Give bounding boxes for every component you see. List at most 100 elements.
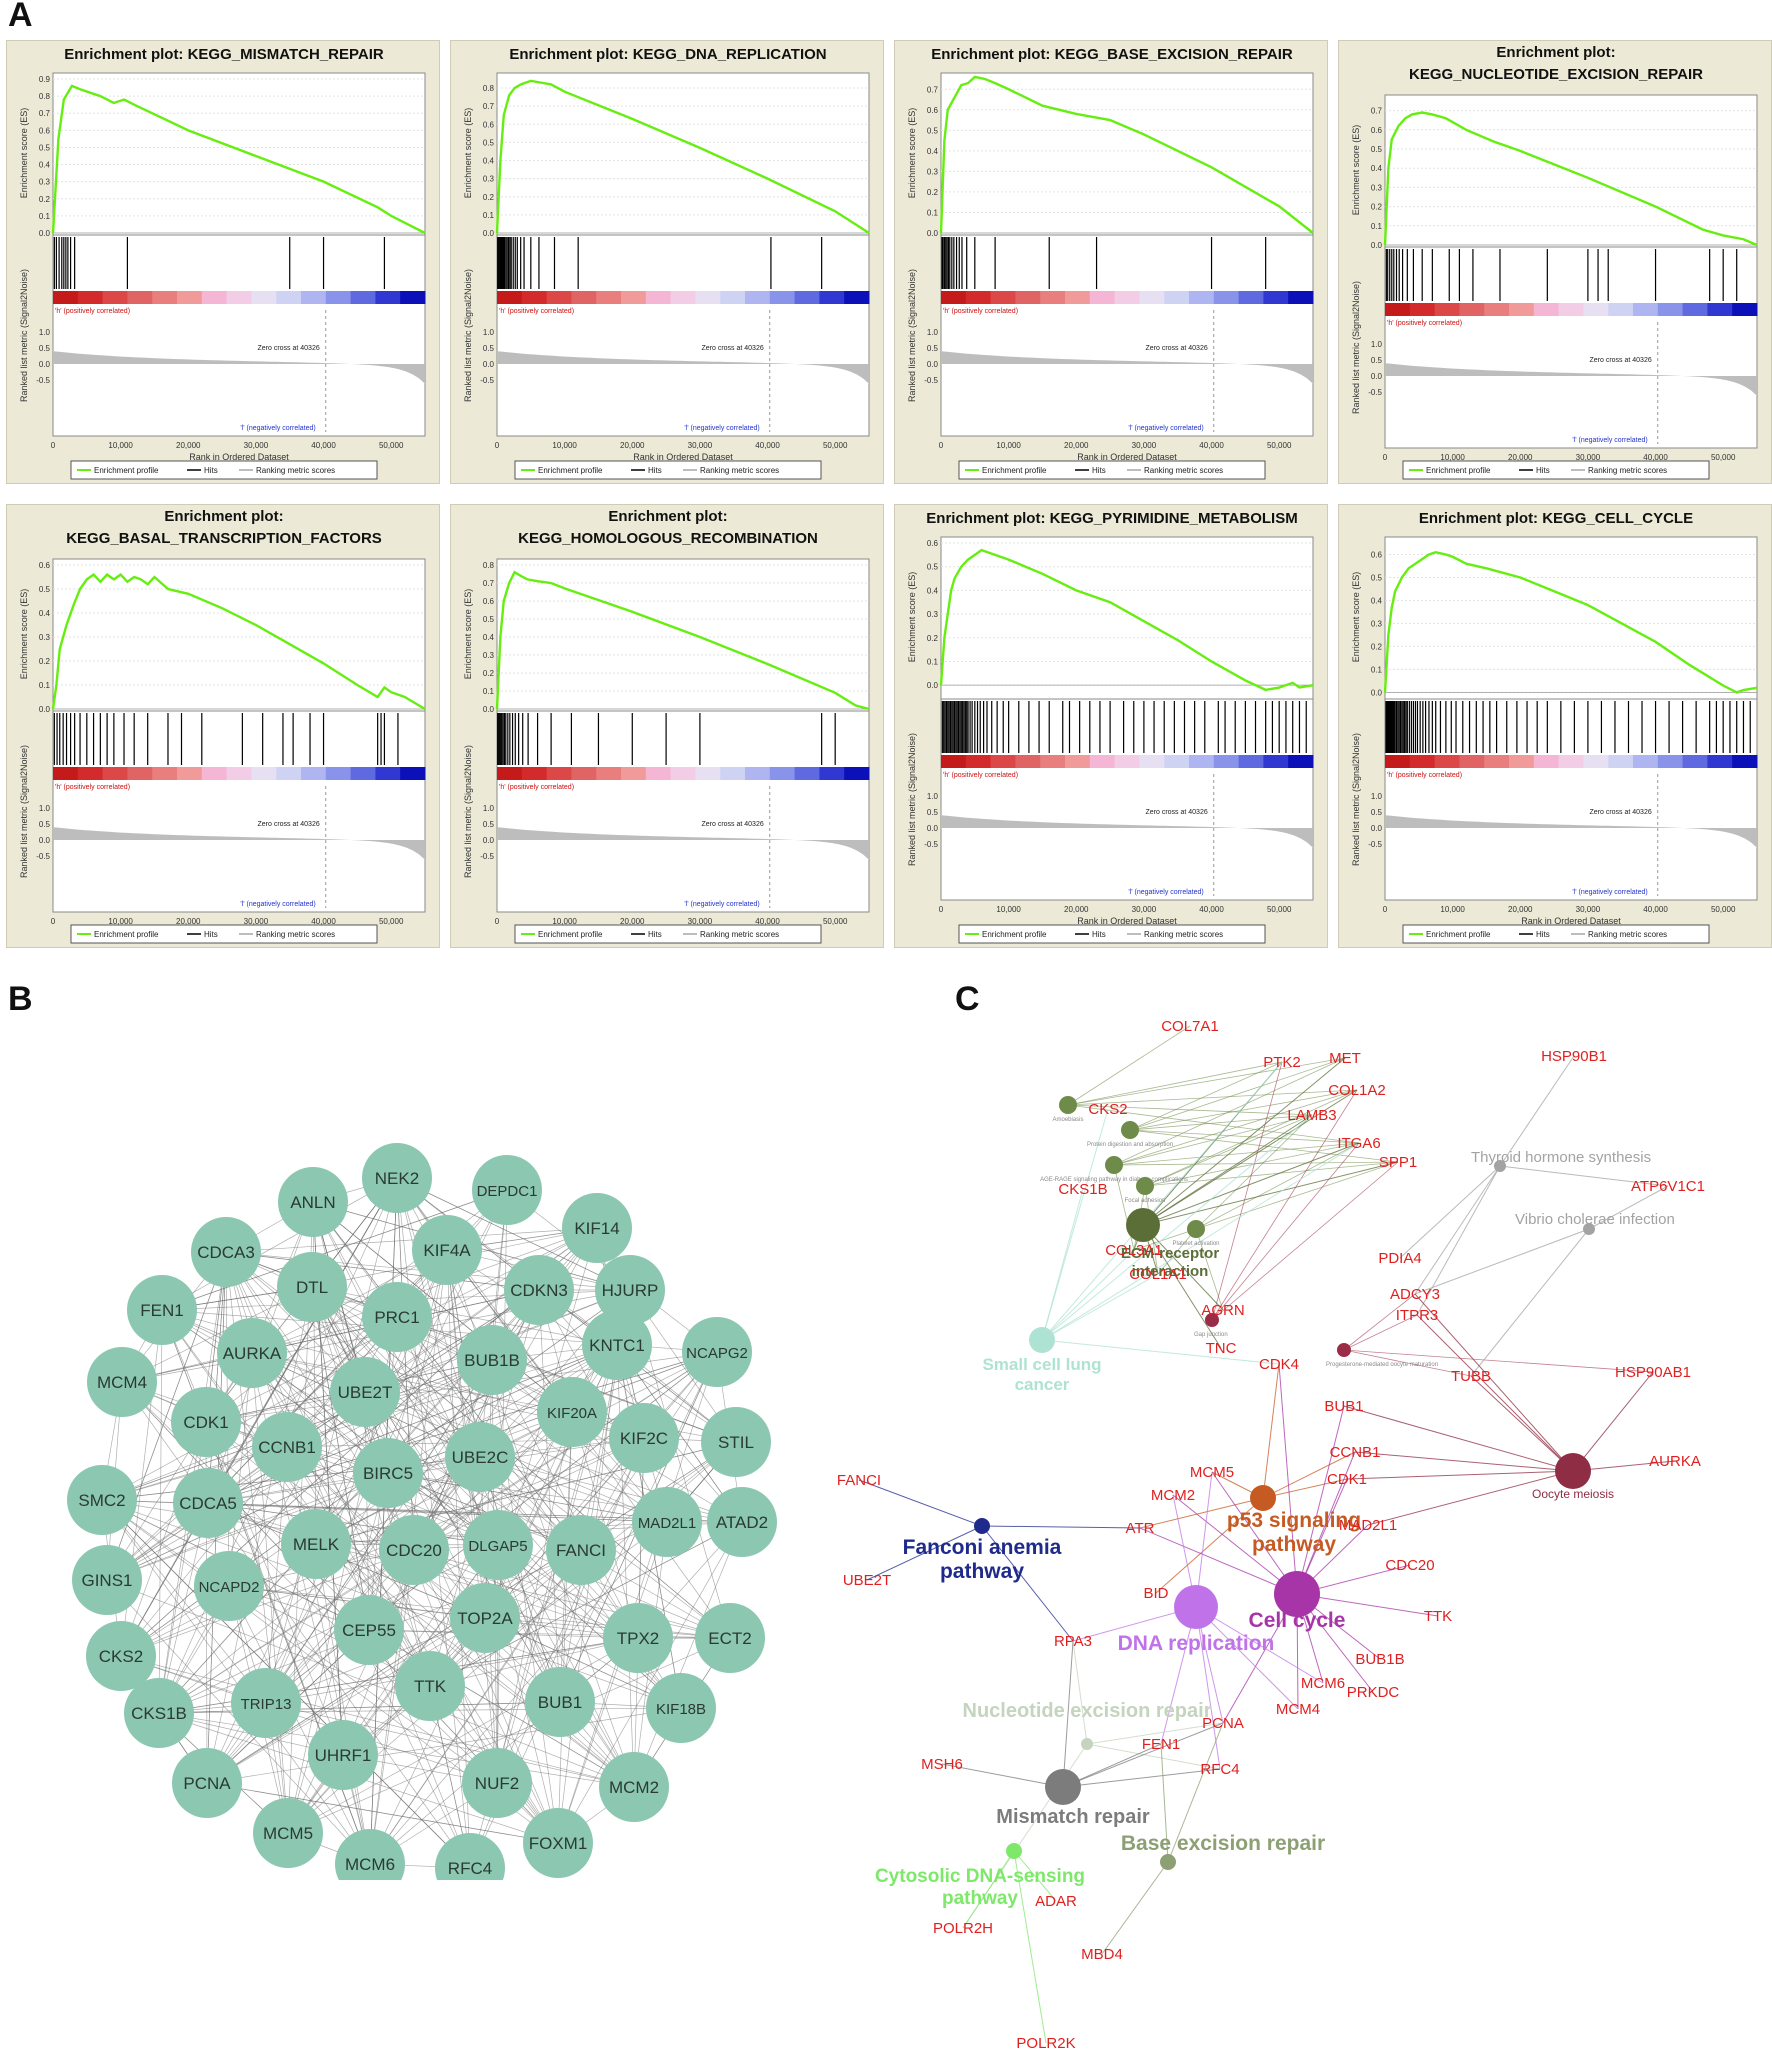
ppi-edge [158,1549,415,1714]
x-tick-label: 0 [51,917,56,926]
ppi-edge [364,1227,598,1393]
pathway-edge [1062,1722,1224,1788]
x-tick-label: 10,000 [1440,905,1465,914]
ranking-color-bar-segment [1459,755,1485,768]
ppi-edge [368,1249,448,1631]
metric-tick-label: 0.0 [927,360,939,369]
es-tick-label: 0.1 [39,212,51,221]
ppi-node [253,1798,323,1868]
pathway-edge [1139,1497,1264,1529]
ppi-node-label: DLGAP5 [468,1538,527,1555]
es-tick-label: 0.5 [39,143,51,152]
ppi-node [395,1651,465,1721]
x-tick-label: 30,000 [688,917,713,926]
pathway-edge [981,1525,1074,1642]
es-tick-label: 0.3 [483,651,495,660]
ranking-color-bar-segment [102,291,128,304]
x-tick-label: 50,000 [1711,453,1736,462]
x-tick-label: 40,000 [311,441,336,450]
ppi-edge [538,1289,561,1703]
metric-axis-label: Ranked list metric (Signal2Noise) [1351,733,1361,866]
pathway-node [1174,1585,1218,1629]
ppi-node [603,1603,673,1673]
ranking-color-bar-segment [1657,755,1684,768]
ppi-edge [413,1549,682,1709]
plot-title-line: KEGG_HOMOLOGOUS_RECOMBINATION [518,530,818,547]
gene-label: CCNB1 [1330,1444,1381,1461]
pathway-edge [1278,1363,1298,1595]
ranking-color-bar-segment [546,767,572,780]
ranking-color-bar-segment [1657,303,1684,316]
pathway-edge [1062,1768,1221,1788]
pathway-edge [1470,1375,1574,1472]
ppi-edge [251,1249,448,1354]
es-tick-label: 0.4 [927,586,939,595]
pathway-edge [1062,1640,1074,1788]
ranking-color-bar-segment [201,767,228,780]
gene-label: AGRN [1201,1302,1244,1319]
ranking-color-bar-segment [1139,755,1165,768]
ppi-edge [106,1352,253,1581]
zero-cross-label: Zero cross at 40326 [257,821,319,828]
ppi-node-label: MCM2 [609,1778,659,1797]
ppi-edge [158,1309,163,1714]
ranking-color-bar-segment [1065,755,1091,768]
metric-tick-label: 0.0 [927,824,939,833]
x-tick-label: 50,000 [1267,905,1292,914]
pathway-label: Mismatch repair [996,1806,1150,1828]
metric-tick-label: 0.5 [39,820,51,829]
ranking-color-bar-segment [645,291,672,304]
pathway-edge [1195,1606,1299,1710]
ppi-node-label: BUB1B [464,1351,520,1370]
ranking-color-bar-segment [965,755,992,768]
gsea-plot-5: Enrichment plot: KEGG_BASAL_TRANSCRIPTION… [6,504,440,948]
ppi-edge [312,1201,573,1413]
plot-title-line: Enrichment plot: KEGG_MISMATCH_REPAIR [64,46,384,63]
es-tick-label: 0.5 [1371,145,1383,154]
gene-label: TUBB [1451,1368,1491,1385]
ppi-node [450,1583,520,1653]
pathway-edge [1222,1593,1298,1724]
x-tick-label: 30,000 [1576,905,1601,914]
es-tick-label: 0.0 [1371,241,1383,250]
ranking-metric-area [497,351,869,384]
x-tick-label: 40,000 [1199,905,1224,914]
ranking-color-bar-segment [596,291,622,304]
pathway-gene-network: Amoebiasis Protein digestion and absorpti… [837,1018,1705,2052]
small-pathway-node [1105,1156,1123,1174]
ranking-metric-area [53,351,425,384]
es-tick-label: 0.7 [1371,107,1383,116]
x-tick-label: 10,000 [996,441,1021,450]
ppi-edge [120,1421,207,1657]
metric-axis-label: Ranked list metric (Signal2Noise) [907,269,917,402]
ppi-node [646,1673,716,1743]
ranking-metric-area [1385,815,1757,848]
ranking-color-bar-segment [1583,755,1609,768]
positive-correlation-label: 'h' (positively correlated) [499,308,574,315]
legend-box [958,460,1266,480]
metric-tick-label: -0.5 [36,376,50,385]
legend-hits: Hits [1092,930,1106,939]
ppi-node-label: UBE2T [338,1383,393,1402]
es-tick-label: 0.2 [39,657,51,666]
pathway-edge [1101,1861,1169,1955]
metric-tick-label: 1.0 [483,328,495,337]
metric-tick-label: 0.5 [1371,808,1383,817]
ppi-node [632,1487,702,1557]
pathway-edge [1041,1061,1283,1341]
plot-title-line: KEGG_NUCLEOTIDE_EXCISION_REPAIR [1409,66,1703,83]
ranking-color-bar-segment [546,291,572,304]
ranking-color-bar-segment [400,767,426,780]
pathway-edge [1072,1640,1088,1745]
pathway-edge [981,1525,1141,1529]
ppi-edge [161,1177,398,1311]
ppi-node [231,1668,301,1738]
positive-correlation-label: 'h' (positively correlated) [943,772,1018,779]
es-tick-label: 0.6 [39,126,51,135]
pathway-edge [1041,1339,1280,1365]
x-tick-label: 0 [939,905,944,914]
pathway-label: Small cell lung [982,1355,1101,1374]
ranking-color-bar-segment [990,755,1016,768]
x-axis-label: Rank in Ordered Dataset [189,452,289,462]
small-pathway-edge [1113,1089,1358,1166]
